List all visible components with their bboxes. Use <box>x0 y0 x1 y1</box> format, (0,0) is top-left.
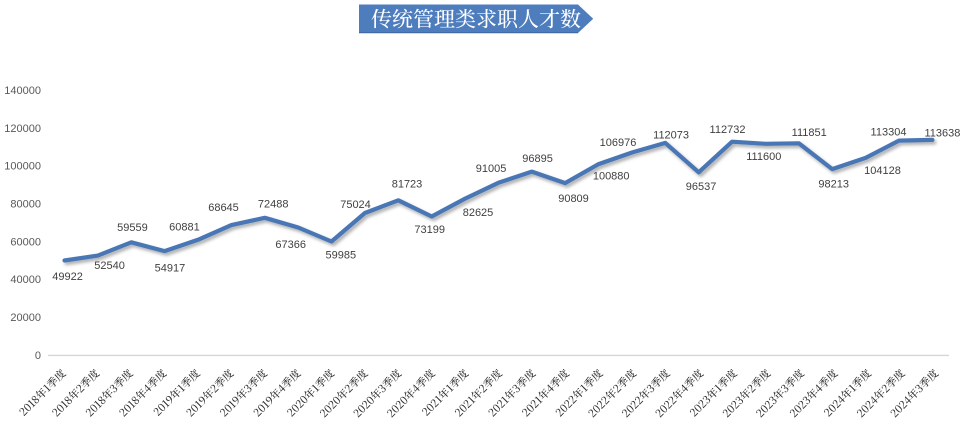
svg-text:80000: 80000 <box>10 199 41 211</box>
svg-text:90809: 90809 <box>558 193 589 205</box>
svg-text:120000: 120000 <box>4 123 41 135</box>
svg-text:111600: 111600 <box>746 151 781 163</box>
svg-text:104128: 104128 <box>864 165 901 177</box>
svg-text:100880: 100880 <box>593 171 630 183</box>
svg-text:72488: 72488 <box>258 198 289 210</box>
svg-text:82625: 82625 <box>463 207 494 219</box>
svg-text:98213: 98213 <box>818 178 849 190</box>
svg-text:67366: 67366 <box>275 239 306 251</box>
svg-text:106976: 106976 <box>600 137 637 149</box>
svg-text:59985: 59985 <box>326 249 357 261</box>
svg-text:91005: 91005 <box>476 163 507 175</box>
svg-text:0: 0 <box>35 350 41 362</box>
svg-text:96537: 96537 <box>686 181 717 193</box>
svg-text:40000: 40000 <box>10 274 41 286</box>
svg-text:112732: 112732 <box>710 124 746 136</box>
svg-text:73199: 73199 <box>414 224 445 236</box>
svg-text:54917: 54917 <box>155 263 186 275</box>
svg-text:111851: 111851 <box>792 127 827 139</box>
svg-text:96895: 96895 <box>522 153 553 165</box>
svg-text:113638: 113638 <box>924 128 960 140</box>
svg-text:60881: 60881 <box>169 221 200 233</box>
svg-text:75024: 75024 <box>340 199 371 211</box>
svg-text:112073: 112073 <box>653 129 689 141</box>
svg-text:100000: 100000 <box>4 161 41 173</box>
svg-text:20000: 20000 <box>10 312 41 324</box>
svg-text:140000: 140000 <box>4 85 41 97</box>
svg-text:81723: 81723 <box>392 179 423 191</box>
svg-text:52540: 52540 <box>94 260 125 272</box>
svg-text:113304: 113304 <box>871 127 907 139</box>
svg-text:68645: 68645 <box>208 202 239 214</box>
svg-text:60000: 60000 <box>10 236 41 248</box>
svg-text:49922: 49922 <box>52 271 83 283</box>
svg-text:59559: 59559 <box>117 222 148 234</box>
